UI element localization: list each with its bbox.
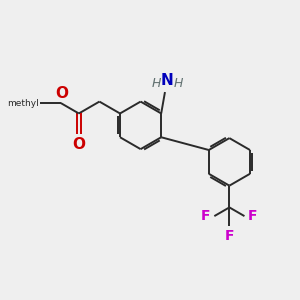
Text: O: O — [72, 137, 85, 152]
Text: H: H — [152, 77, 161, 90]
Text: N: N — [160, 73, 173, 88]
Text: O: O — [55, 86, 68, 101]
Text: methyl: methyl — [7, 98, 38, 107]
Text: F: F — [225, 229, 234, 243]
Text: F: F — [201, 209, 211, 223]
Text: F: F — [248, 209, 258, 223]
Text: H: H — [173, 77, 183, 90]
